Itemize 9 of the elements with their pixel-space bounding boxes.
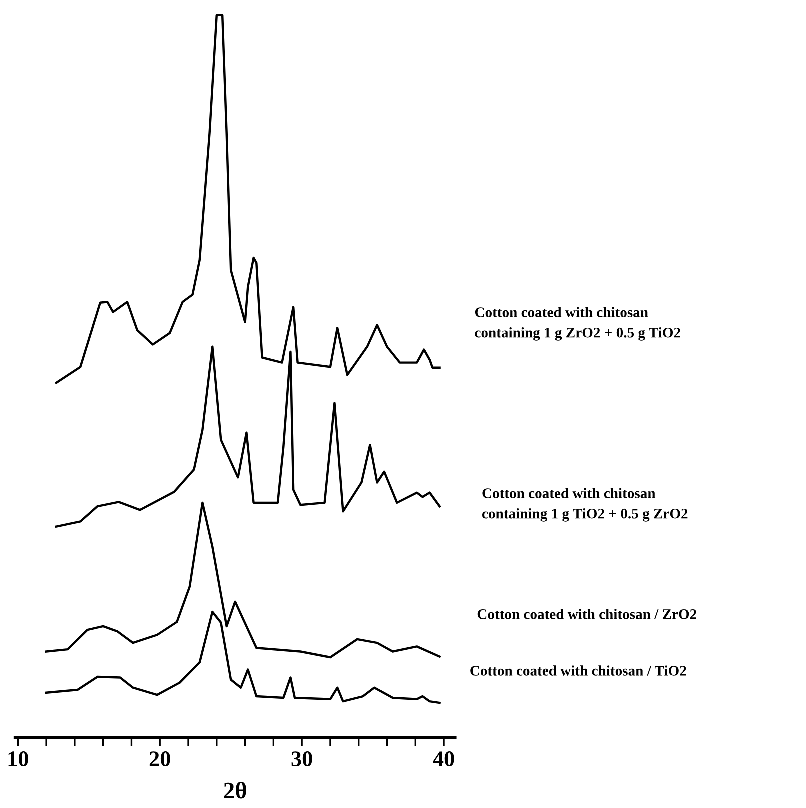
text: Cotton coated with chitosan / TiO2 — [470, 666, 686, 676]
x-tick-label: 30 — [292, 752, 312, 767]
x-axis-title: 2θ — [224, 782, 246, 799]
text: Cotton coated with chitosan containing 1 g TiO2 + 0.5 g ZrO2 — [482, 488, 688, 522]
text: Cotton coated with chitosan containing 1 g ZrO2 + 0.5 g TiO2 — [475, 307, 680, 341]
x-tick-label: 40 — [433, 752, 454, 767]
x-tick-label: 10 — [8, 752, 28, 767]
x-tick-label: 20 — [150, 752, 170, 767]
text: Cotton coated with chitosan / ZrO2 — [478, 609, 696, 620]
